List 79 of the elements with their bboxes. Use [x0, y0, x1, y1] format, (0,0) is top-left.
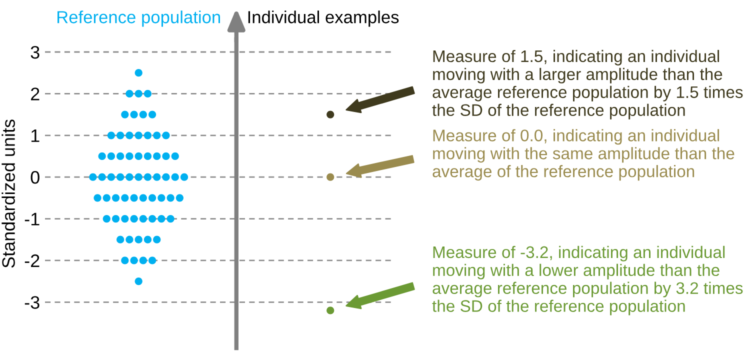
point [153, 236, 161, 244]
point [134, 236, 142, 244]
point [144, 132, 152, 140]
point [180, 173, 188, 181]
point [98, 173, 106, 181]
point [121, 214, 129, 223]
point [162, 152, 170, 160]
point [171, 152, 179, 160]
point [130, 194, 138, 202]
point [94, 194, 102, 202]
point [130, 214, 138, 223]
point [326, 110, 334, 118]
text: Measure of 1.5, indicating an individual moving with a larger amplitude than the average reference population by 1.5 times the SD of the reference population [432, 50, 743, 120]
point [121, 194, 129, 202]
point [171, 173, 179, 181]
point [162, 173, 170, 181]
point [134, 69, 142, 77]
y-tick-label: -1 [24, 212, 40, 226]
point [144, 90, 152, 98]
point [158, 194, 166, 202]
point [98, 152, 106, 160]
point [162, 132, 170, 140]
point [121, 256, 129, 264]
point [107, 132, 116, 140]
point [139, 110, 147, 118]
point [158, 214, 166, 223]
point [116, 173, 124, 181]
point [176, 194, 184, 202]
y-axis-title: Standardized units [2, 120, 15, 268]
point [144, 236, 152, 244]
point [139, 256, 147, 264]
y-tick-label: 3 [30, 46, 40, 59]
point [116, 132, 124, 140]
point [107, 173, 116, 181]
point [89, 173, 97, 181]
y-tick-label: 2 [31, 88, 40, 100]
point [112, 194, 120, 202]
point [126, 173, 134, 181]
point [130, 110, 138, 118]
point [102, 194, 110, 202]
point [144, 152, 152, 160]
y-tick-label: -3 [24, 296, 40, 309]
point [144, 173, 152, 181]
point [326, 173, 334, 181]
point [166, 214, 174, 223]
point [102, 214, 110, 223]
point [130, 256, 138, 264]
text: Reference population [58, 10, 220, 27]
y-tick-label: -2 [24, 254, 40, 267]
text: Individual examples [248, 10, 399, 27]
point [121, 110, 129, 118]
point [112, 214, 120, 223]
point [126, 90, 134, 98]
point [139, 194, 147, 202]
point [139, 214, 147, 223]
text: Measure of 0.0, indicating an individual moving with the same amplitude than the average of the reference population [432, 129, 734, 181]
point [148, 214, 156, 223]
point [116, 152, 124, 160]
point [166, 194, 174, 202]
point [126, 236, 134, 244]
point [148, 256, 156, 264]
point [148, 110, 156, 118]
text: Measure of -3.2, indicating an individual moving with a lower amplitude than the average reference population by 3.2 times the SD of the reference population [432, 246, 743, 316]
point [126, 132, 134, 140]
point [153, 132, 161, 140]
point [134, 277, 142, 286]
point [134, 132, 142, 140]
y-tick-label: 1 [31, 130, 40, 142]
point [153, 173, 161, 181]
point [326, 306, 334, 314]
point [107, 152, 116, 160]
y-tick-label: 0 [30, 171, 40, 184]
point [134, 152, 142, 160]
point [126, 152, 134, 160]
point [134, 173, 142, 181]
point [153, 152, 161, 160]
point [134, 90, 142, 98]
point [116, 236, 124, 244]
point [148, 194, 156, 202]
